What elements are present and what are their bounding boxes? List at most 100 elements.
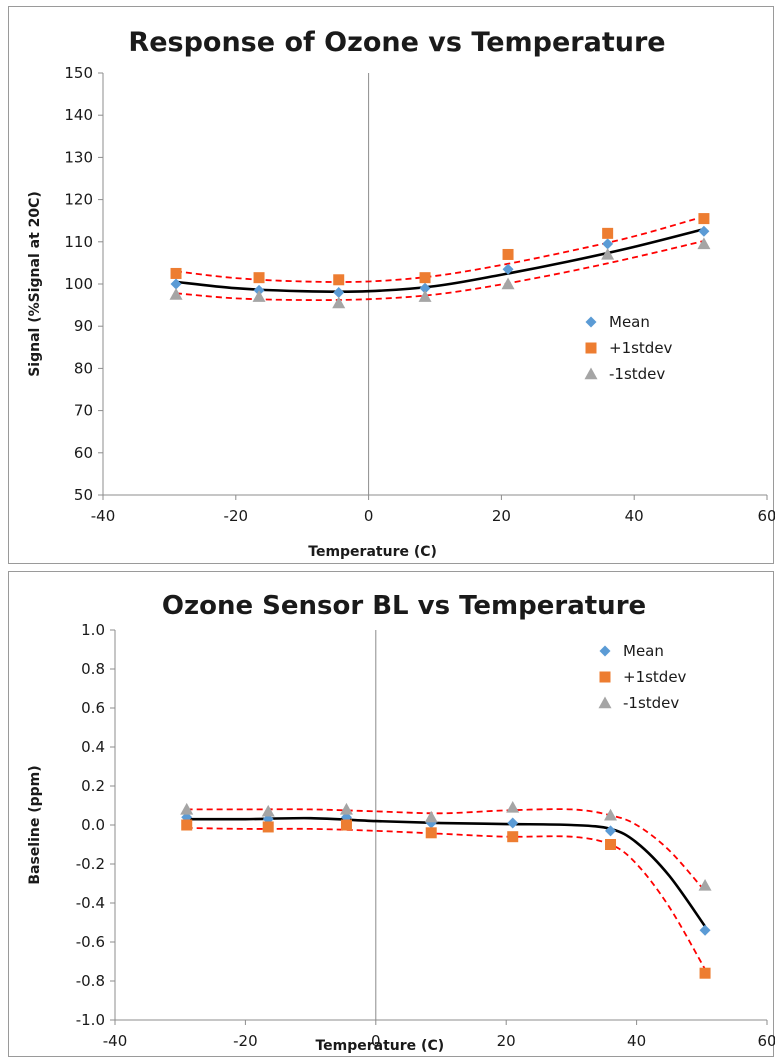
data-point bbox=[253, 272, 265, 284]
x-tick-label: 0 bbox=[371, 1032, 381, 1050]
chart-title: Ozone Sensor BL vs Temperature bbox=[162, 591, 646, 621]
data-point bbox=[419, 282, 431, 294]
y-tick-label: 0.6 bbox=[81, 699, 105, 717]
data-point bbox=[698, 878, 712, 891]
series-1stdev bbox=[170, 213, 710, 286]
trendline-band bbox=[186, 808, 706, 892]
data-point bbox=[699, 967, 711, 979]
data-point bbox=[698, 225, 710, 237]
y-tick-label: 0.8 bbox=[81, 660, 105, 678]
data-point bbox=[261, 804, 275, 817]
y-tick-label: 150 bbox=[64, 64, 93, 82]
y-tick-label: 1.0 bbox=[81, 621, 105, 639]
data-point bbox=[169, 288, 183, 300]
data-point bbox=[502, 263, 514, 275]
data-point bbox=[697, 237, 711, 250]
y-tick-label: 120 bbox=[64, 191, 93, 209]
data-point bbox=[181, 819, 193, 831]
data-point bbox=[339, 802, 353, 815]
legend-marker bbox=[598, 696, 612, 709]
data-point bbox=[602, 238, 614, 250]
data-point bbox=[506, 800, 520, 813]
y-axis-title: Baseline (ppm) bbox=[27, 765, 43, 884]
x-tick-label: 0 bbox=[364, 507, 374, 525]
x-tick-label: 60 bbox=[757, 507, 775, 525]
data-point bbox=[605, 825, 617, 837]
data-point bbox=[604, 808, 618, 821]
legend: Mean +1stdev -1stdev bbox=[584, 313, 673, 383]
axes bbox=[98, 72, 768, 500]
x-tick-label: -40 bbox=[91, 507, 116, 525]
legend-marker bbox=[585, 316, 597, 328]
series-mean bbox=[170, 225, 710, 298]
data-point bbox=[602, 227, 614, 239]
y-tick-label: -0.2 bbox=[76, 855, 105, 873]
y-tick-labels: 50 60 70 80 90 100 110 120 130 140 150 bbox=[64, 64, 93, 504]
data-point bbox=[262, 821, 274, 833]
legend-marker bbox=[584, 367, 598, 380]
series-1stdev bbox=[181, 819, 711, 979]
x-tick-label: 60 bbox=[757, 1032, 775, 1050]
trendlines bbox=[175, 215, 705, 301]
y-tick-label: 100 bbox=[64, 275, 93, 293]
y-tick-label: 110 bbox=[64, 233, 93, 251]
data-point bbox=[340, 819, 352, 831]
data-point bbox=[332, 296, 346, 309]
y-tick-label: 80 bbox=[74, 359, 93, 377]
data-point bbox=[605, 839, 617, 850]
x-tick-labels: -40 -20 0 20 40 60 bbox=[103, 1032, 775, 1050]
data-point bbox=[501, 277, 515, 290]
legend-label: -1stdev bbox=[623, 694, 679, 712]
y-tick-label: 0.4 bbox=[81, 738, 105, 756]
legend-label: Mean bbox=[609, 313, 650, 331]
legend-label: Mean bbox=[623, 642, 664, 660]
data-point bbox=[425, 827, 437, 839]
data-point bbox=[180, 802, 194, 815]
series-mean bbox=[181, 811, 711, 936]
x-tick-label: 40 bbox=[625, 507, 644, 525]
data-point bbox=[418, 290, 432, 302]
series-1stdev bbox=[169, 237, 711, 309]
x-tick-label: 20 bbox=[497, 1032, 516, 1050]
data-point bbox=[419, 272, 431, 284]
x-tick-label: -20 bbox=[233, 1032, 258, 1050]
legend-marker bbox=[585, 342, 597, 354]
trendlines bbox=[186, 808, 707, 970]
series-1stdev bbox=[180, 800, 712, 891]
y-tick-label: -0.6 bbox=[76, 933, 105, 951]
chart-title: Response of Ozone vs Temperature bbox=[128, 27, 665, 58]
legend: Mean +1stdev -1stdev bbox=[598, 642, 687, 712]
y-tick-labels: -1.0 -0.8 -0.6 -0.4 -0.2 0.0 0.2 0.4 0.6 0.8 1.0 bbox=[76, 621, 105, 1029]
data-point bbox=[507, 817, 519, 829]
data-point bbox=[507, 831, 519, 843]
ozone-baseline-chart: Ozone Sensor BL vs Temperature -1.0 -0.8 -0… bbox=[27, 591, 775, 1054]
axes bbox=[110, 629, 768, 1025]
data-point bbox=[170, 278, 182, 290]
y-tick-label: 50 bbox=[74, 486, 93, 504]
x-tick-labels: -40 -20 0 20 40 60 bbox=[91, 507, 775, 525]
y-axis-title: Signal (%Signal at 20C) bbox=[27, 191, 43, 377]
ozone-response-chart: Response of Ozone vs Temperature 50 60 70 80… bbox=[27, 27, 775, 560]
x-tick-label: -40 bbox=[103, 1032, 128, 1050]
y-tick-label: -0.4 bbox=[76, 894, 105, 912]
y-tick-label: 140 bbox=[64, 106, 93, 124]
x-tick-label: -20 bbox=[224, 507, 249, 525]
trendline-band bbox=[186, 827, 706, 970]
data-point bbox=[699, 924, 711, 936]
data-point bbox=[170, 267, 182, 279]
trendline-mean bbox=[186, 816, 707, 928]
y-tick-label: 0.2 bbox=[81, 777, 105, 795]
data-point bbox=[502, 248, 514, 260]
y-tick-label: 70 bbox=[74, 402, 93, 420]
legend-marker bbox=[599, 645, 611, 657]
x-tick-label: 40 bbox=[627, 1032, 646, 1050]
y-tick-label: -0.8 bbox=[76, 972, 105, 990]
x-tick-label: 20 bbox=[492, 507, 511, 525]
chart-panel-ozone-response: Response of Ozone vs Temperature 50 60 70 80… bbox=[8, 6, 775, 564]
data-point bbox=[333, 274, 345, 286]
x-axis-title: Temperature (C) bbox=[308, 544, 437, 560]
y-tick-label: -1.0 bbox=[76, 1011, 105, 1029]
legend-marker bbox=[599, 671, 611, 683]
chart-panel-ozone-baseline: Ozone Sensor BL vs Temperature -1.0 -0.8 -0… bbox=[8, 571, 775, 1057]
legend-label: -1stdev bbox=[609, 365, 665, 383]
